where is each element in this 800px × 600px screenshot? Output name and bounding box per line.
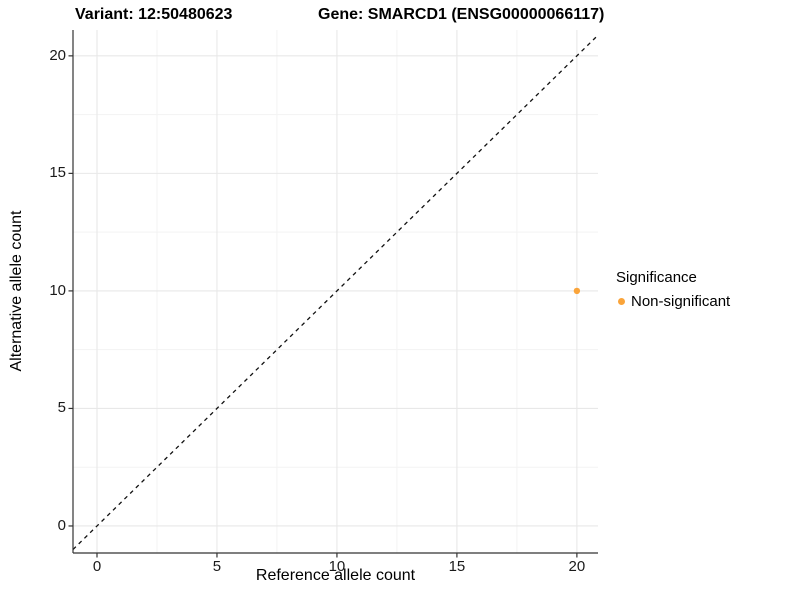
- x-tick-label: 20: [568, 558, 586, 575]
- legend: Significance Non-significant: [616, 269, 730, 310]
- y-tick-label: 20: [49, 46, 66, 64]
- x-tick-label: 10: [328, 558, 346, 575]
- legend-item-label: Non-significant: [631, 293, 731, 310]
- plot-title-gene: Gene: SMARCD1 (ENSG00000066117): [318, 6, 605, 23]
- legend-title: Significance: [616, 269, 697, 286]
- y-tick-label: 5: [57, 399, 66, 417]
- identity-line: [72, 34, 599, 550]
- legend-item: Non-significant: [616, 293, 730, 310]
- plot-title-variant: Variant: 12:50480623: [75, 6, 233, 23]
- data-point: [573, 287, 581, 295]
- x-tick-label: 5: [212, 558, 222, 575]
- y-tick-label: 15: [49, 164, 66, 182]
- x-axis-title: Reference allele count: [255, 567, 416, 584]
- x-tick-label: 0: [92, 558, 102, 575]
- y-tick-label: 0: [57, 516, 66, 534]
- x-tick-label: 15: [448, 558, 466, 575]
- y-axis-title: Alternative allele count: [8, 210, 25, 372]
- point-marker-icon: [618, 298, 625, 305]
- y-tick-label: 10: [49, 281, 66, 299]
